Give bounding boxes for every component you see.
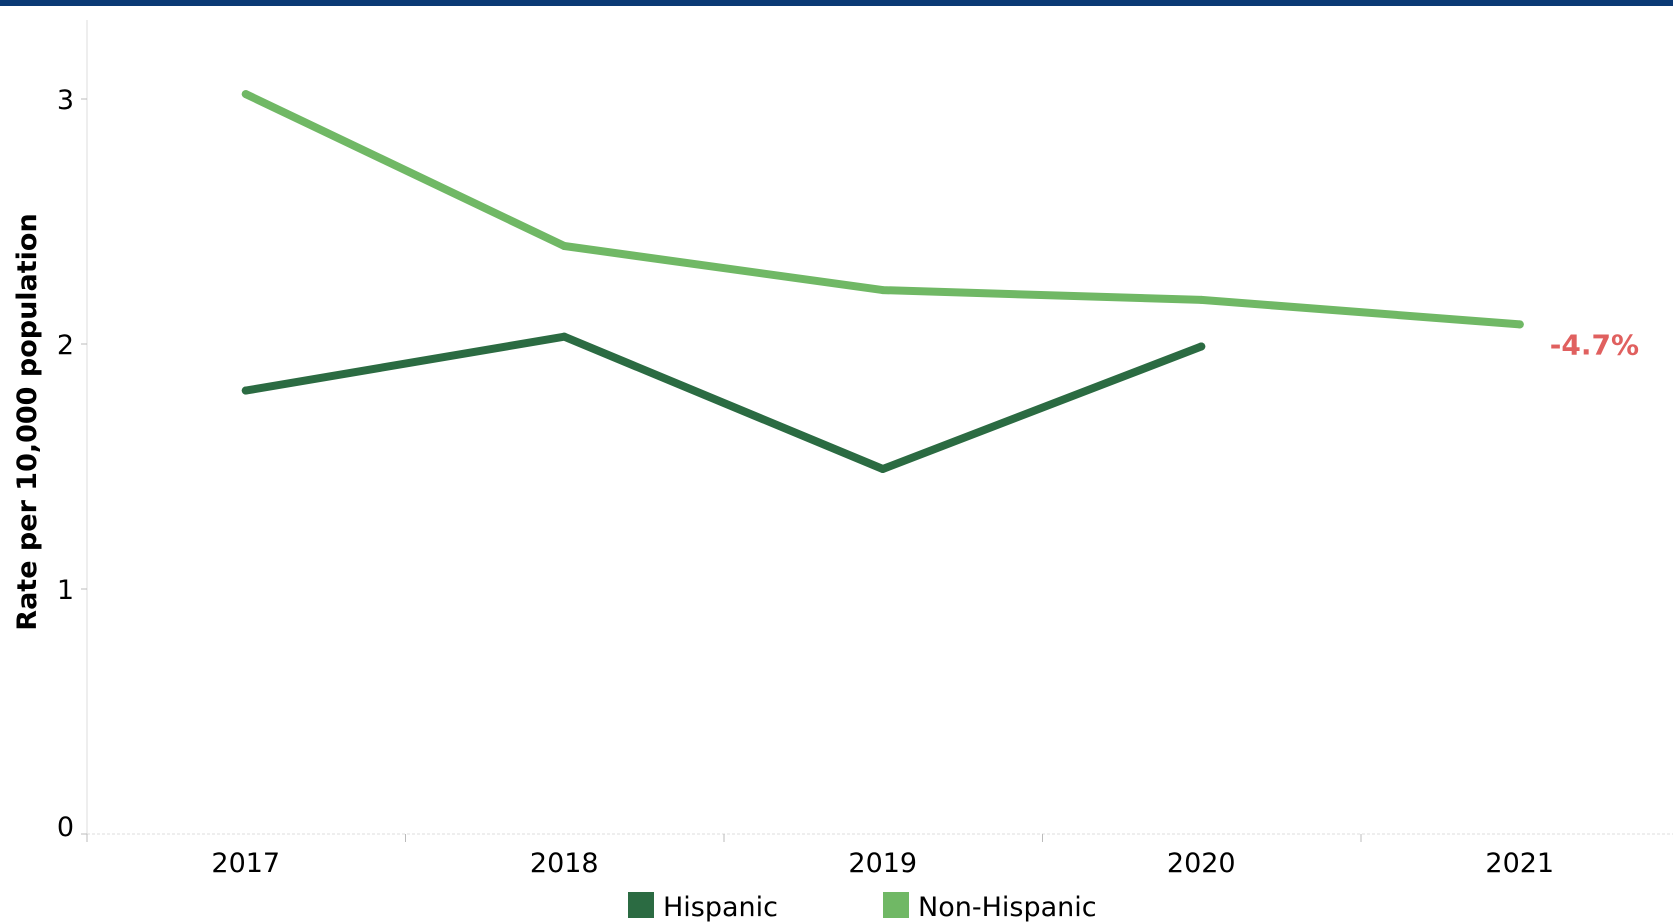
- y-tick-label: 3: [57, 85, 74, 116]
- data-point: [1197, 295, 1206, 304]
- legend-swatch: [628, 892, 654, 918]
- change-annotation: -4.7%: [1550, 328, 1639, 361]
- x-tick-label: 2017: [211, 848, 280, 879]
- data-point: [878, 464, 887, 473]
- legend-swatch: [883, 892, 909, 918]
- annotations: -4.7%: [1550, 328, 1639, 361]
- legend: Hispanic Non-Hispanic: [628, 892, 1097, 923]
- x-tick-label: 2018: [530, 848, 599, 879]
- legend-label: Hispanic: [663, 892, 778, 923]
- data-point: [878, 286, 887, 295]
- axes: 0 1 2 3 2017 2018 2019 2020 2021: [57, 20, 1673, 879]
- data-point: [241, 90, 250, 99]
- top-accent-bar: [0, 0, 1673, 6]
- y-axis-label: Rate per 10,000 population: [12, 213, 43, 630]
- series-line-hispanic: [241, 332, 1206, 473]
- data-point: [560, 332, 569, 341]
- data-point: [241, 386, 250, 395]
- y-tick-label: 2: [57, 330, 74, 361]
- x-tick-label: 2021: [1485, 848, 1554, 879]
- data-point: [1515, 320, 1524, 329]
- data-point: [560, 242, 569, 250]
- legend-label: Non-Hispanic: [918, 892, 1097, 923]
- x-tick-label: 2020: [1167, 848, 1236, 879]
- data-point: [1197, 342, 1206, 351]
- y-tick-label: 0: [57, 812, 74, 843]
- series-layer: [241, 90, 1524, 473]
- x-tick-label: 2019: [848, 848, 917, 879]
- y-tick-label: 1: [57, 575, 74, 606]
